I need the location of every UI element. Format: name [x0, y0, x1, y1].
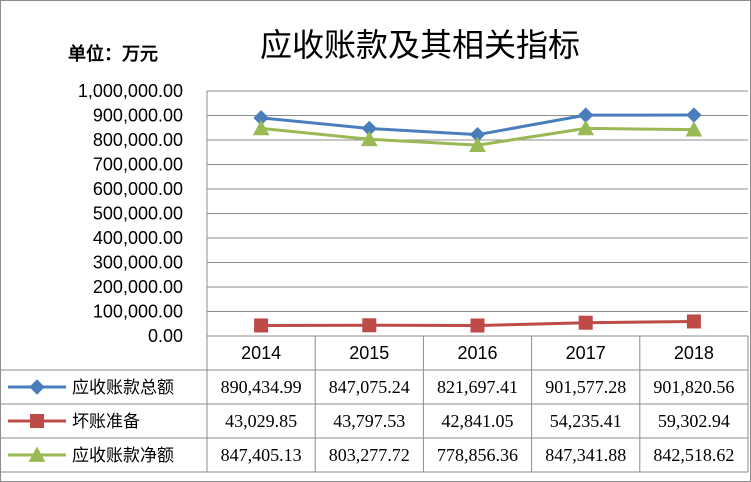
data-point: [470, 318, 485, 333]
y-tick-label: 200,000.00: [93, 277, 183, 297]
data-point: [362, 318, 377, 333]
data-table-value: 54,235.41: [550, 411, 622, 431]
y-tick-label: 100,000.00: [93, 302, 183, 322]
data-point: [254, 318, 269, 333]
data-table-value: 778,856.36: [437, 445, 518, 465]
data-point: [686, 314, 701, 329]
data-point: [685, 121, 703, 137]
x-tick-label: 2018: [674, 343, 714, 363]
data-table-value: 847,405.13: [221, 445, 302, 465]
y-tick-label: 900,000.00: [93, 106, 183, 126]
data-table-value: 842,518.62: [653, 445, 734, 465]
y-tick-label: 700,000.00: [93, 155, 183, 175]
data-table-value: 890,434.99: [221, 377, 302, 397]
legend-key-marker: [28, 446, 46, 462]
y-tick-label: 0.00: [148, 326, 183, 346]
unit-label: 单位：万元: [68, 43, 158, 65]
x-tick-label: 2016: [457, 343, 497, 363]
data-point: [469, 136, 486, 153]
data-table-value: 59,302.94: [658, 411, 730, 431]
data-table-value: 42,841.05: [442, 411, 514, 431]
x-tick-label: 2014: [241, 343, 281, 363]
data-table-value: 901,577.28: [545, 377, 626, 397]
chart-title: 应收账款及其相关指标: [260, 26, 580, 64]
data-table-value: 43,029.85: [225, 411, 297, 431]
data-table-value: 847,341.88: [545, 445, 626, 465]
data-point: [252, 119, 270, 136]
data-point: [360, 130, 378, 147]
y-tick-label: 600,000.00: [93, 179, 183, 199]
y-axis-ticks: 1,000,000.00 900,000.00 800,000.00 700,000.…: [78, 81, 183, 346]
data-point: [686, 107, 702, 123]
grid-lines: [207, 90, 748, 312]
data-table-value: 803,277.72: [329, 445, 410, 465]
data-table-value: 901,820.56: [653, 377, 734, 397]
data-point: [578, 315, 593, 330]
data-table-value: 847,075.24: [329, 377, 410, 397]
y-tick-label: 500,000.00: [93, 204, 183, 224]
legend-series-name: 坏账准备: [72, 412, 140, 432]
data-table-value: 43,797.53: [333, 411, 405, 431]
y-tick-label: 1,000,000.00: [78, 81, 183, 101]
data-table: 2014 2015 2016 2017 2018 应收账款总额 890,434.99 847,…: [0, 91, 749, 473]
y-tick-label: 300,000.00: [93, 253, 183, 273]
x-tick-label: 2017: [566, 343, 606, 363]
y-tick-label: 800,000.00: [93, 130, 183, 150]
legend-key-marker: [30, 414, 44, 428]
legend-key-marker: [29, 379, 45, 395]
data-table-value: 821,697.41: [437, 377, 518, 397]
x-tick-label: 2015: [349, 343, 389, 363]
series-markers: [252, 107, 703, 333]
legend-series-name: 应收账款总额: [72, 378, 174, 398]
y-tick-label: 400,000.00: [93, 228, 183, 248]
legend-series-name: 应收账款净额: [72, 446, 174, 466]
data-point: [577, 119, 595, 136]
